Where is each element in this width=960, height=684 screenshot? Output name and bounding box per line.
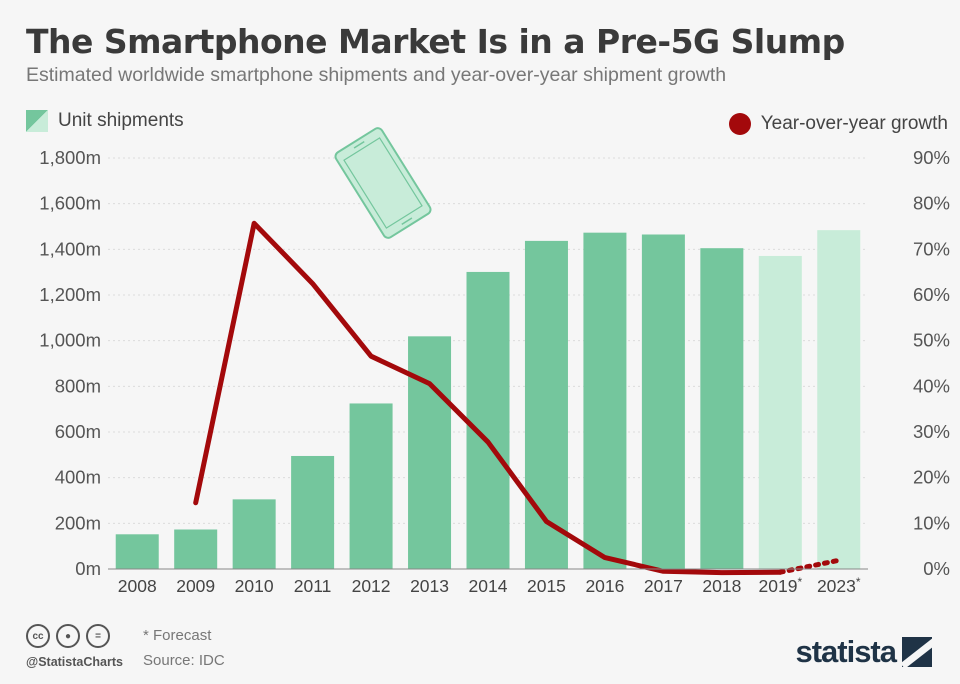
bar (700, 248, 744, 570)
source-note: Source: IDC (143, 652, 225, 669)
bar (174, 529, 218, 569)
legend-line-dot (728, 113, 751, 135)
x-tick-label: 2014 (469, 576, 508, 596)
y-left-tick-label: 600m (55, 421, 101, 442)
x-tick-label: 2023* (817, 575, 861, 596)
chart-title: The Smartphone Market Is in a Pre-5G Slu… (26, 22, 845, 61)
x-tick-label: 2016 (585, 576, 624, 596)
growth-line-forecast (777, 557, 842, 575)
y-right-tick-label: 40% (913, 375, 950, 396)
x-tick-label: 2008 (118, 576, 157, 596)
bar (758, 255, 802, 569)
axis-layer: 0m 0% 200m 10% 400m 20% 600m 30% 800m 40% 1,000m 50… (39, 147, 950, 596)
legend-unit-shipments: Unit shipments (26, 110, 184, 132)
x-tick-label: 2019* (759, 575, 803, 596)
brand-mark-icon (902, 637, 932, 667)
bar (408, 336, 452, 569)
bar (583, 232, 627, 570)
bar (524, 240, 568, 569)
x-tick-label: 2012 (352, 576, 391, 596)
growth-line-solid (193, 220, 783, 576)
bar (466, 271, 510, 569)
y-right-tick-label: 60% (913, 284, 950, 305)
line-layer (193, 220, 842, 576)
y-left-tick-label: 1,400m (39, 238, 101, 259)
x-tick-label: 2013 (410, 576, 449, 596)
y-left-tick-label: 200m (55, 512, 101, 533)
y-right-tick-label: 80% (913, 193, 950, 214)
phone-illustration (334, 127, 432, 239)
y-right-tick-label: 10% (913, 512, 950, 533)
y-left-tick-label: 1,000m (39, 330, 101, 351)
bar (641, 234, 685, 569)
y-left-tick-label: 1,600m (39, 193, 101, 214)
x-tick-label: 2011 (294, 576, 332, 596)
legend-bar-swatch (26, 110, 48, 132)
x-tick-label: 2018 (702, 576, 741, 596)
bars-layer (115, 230, 861, 570)
y-left-tick-label: 400m (55, 467, 101, 488)
y-left-tick-label: 1,800m (39, 147, 101, 168)
bar (115, 534, 159, 569)
legend-line-label: Year-over-year growth (760, 113, 948, 134)
x-tick-label: 2015 (527, 576, 566, 596)
y-left-tick-label: 1,200m (39, 284, 101, 305)
y-right-tick-label: 50% (913, 330, 950, 351)
attribution-icon: ● (56, 624, 80, 648)
bar (349, 403, 393, 569)
phone-speaker (353, 141, 365, 149)
y-right-tick-label: 0% (923, 558, 950, 579)
phone-screen (343, 137, 423, 229)
cc-icon: cc (26, 624, 50, 648)
bar (817, 230, 861, 570)
phone-button (401, 217, 413, 225)
x-tick-label: 2010 (235, 576, 274, 596)
legend-bar-label: Unit shipments (58, 110, 184, 131)
no-derivatives-icon: = (86, 624, 110, 648)
legend-growth: Year-over-year growth (728, 113, 948, 135)
y-right-tick-label: 90% (913, 147, 950, 168)
brand-text: statista (795, 634, 897, 669)
license-icons: cc ● = (26, 624, 110, 648)
forecast-note: * Forecast (143, 627, 212, 644)
statista-logo[interactable]: statista (795, 634, 932, 670)
social-handle: @StatistaCharts (26, 655, 123, 669)
bar (291, 455, 335, 569)
bar (232, 499, 276, 569)
y-right-tick-label: 20% (913, 467, 950, 488)
chart-subtitle: Estimated worldwide smartphone shipments… (26, 64, 727, 86)
y-left-tick-label: 800m (55, 375, 101, 396)
x-tick-label: 2017 (644, 576, 683, 596)
y-left-tick-label: 0m (75, 558, 101, 579)
x-tick-label: 2009 (176, 576, 215, 596)
y-right-tick-label: 70% (913, 238, 950, 259)
y-right-tick-label: 30% (913, 421, 950, 442)
